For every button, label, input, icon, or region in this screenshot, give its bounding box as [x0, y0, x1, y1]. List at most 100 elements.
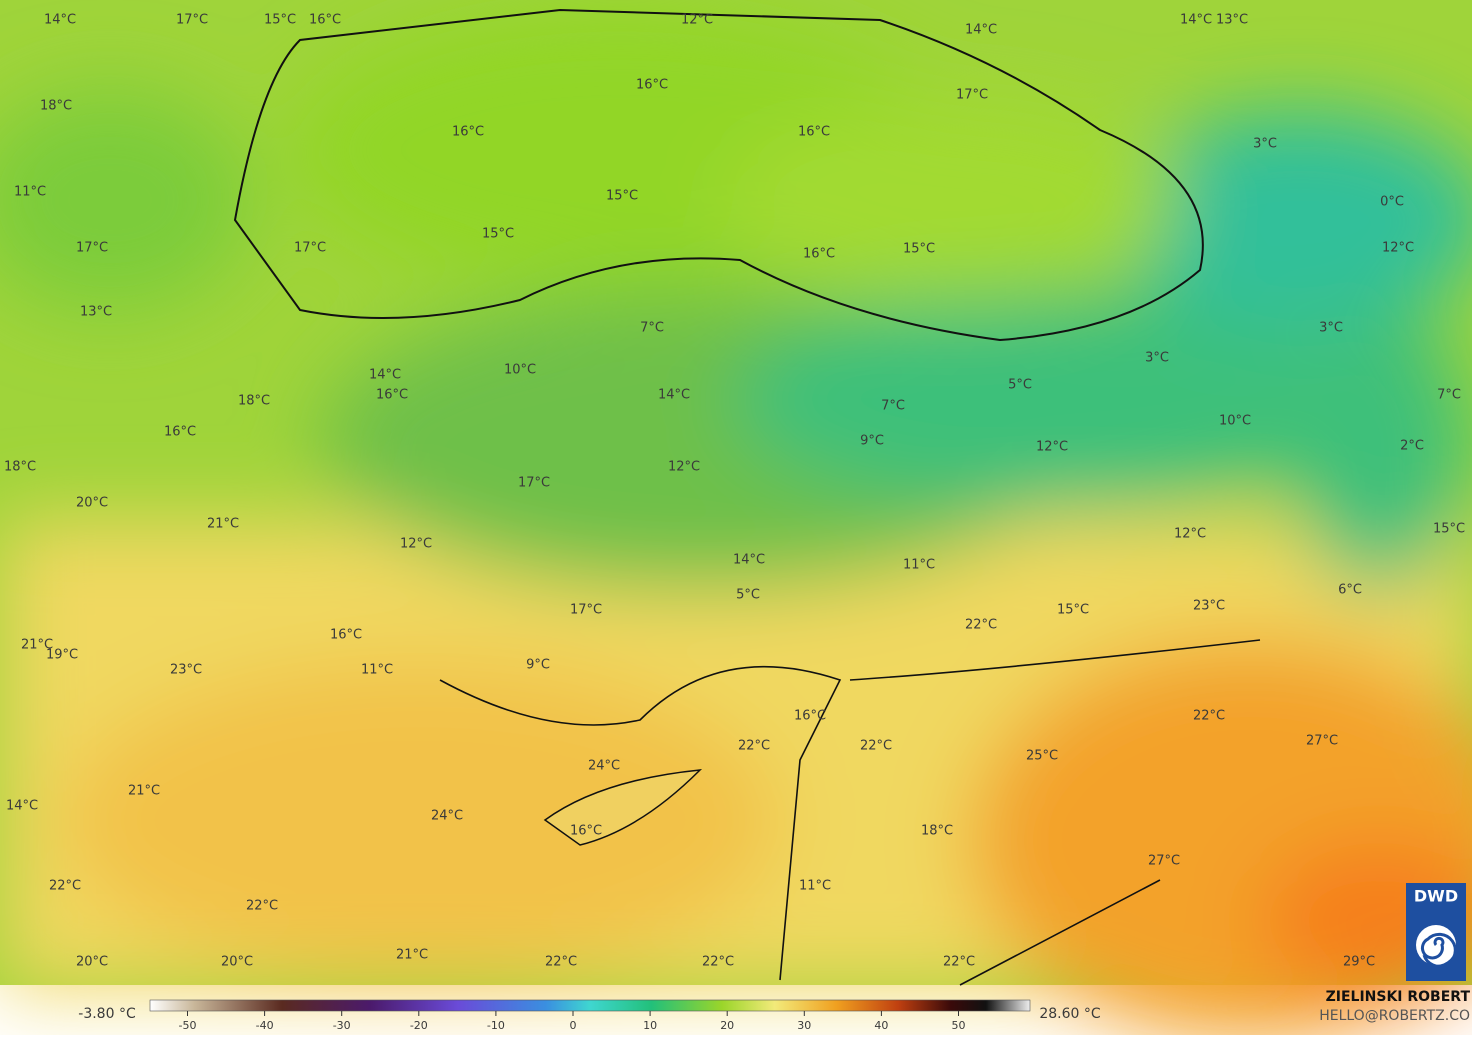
- colorbar-tick-label: -50: [179, 1019, 197, 1032]
- temperature-label: 15°C: [482, 227, 514, 242]
- colorbar-tick-label: -40: [256, 1019, 274, 1032]
- colorbar-tick-label: 30: [797, 1019, 811, 1032]
- temperature-label: 23°C: [170, 663, 202, 678]
- temperature-label: 22°C: [545, 955, 577, 970]
- temperature-label: 14°C: [658, 388, 690, 403]
- credit-email: HELLO@ROBERTZ.CO: [1319, 1008, 1470, 1024]
- temperature-label: 3°C: [1319, 321, 1343, 336]
- temperature-label: 7°C: [640, 321, 664, 336]
- temperature-label: 22°C: [49, 879, 81, 894]
- temperature-label: 12°C: [400, 537, 432, 552]
- temperature-label: 11°C: [361, 663, 393, 678]
- temperature-label: 9°C: [860, 434, 884, 449]
- temperature-label: 13°C: [80, 305, 112, 320]
- temperature-label: 16°C: [330, 628, 362, 643]
- temperature-label: 22°C: [246, 899, 278, 914]
- temperature-label: 21°C: [396, 948, 428, 963]
- temperature-label: 23°C: [1193, 599, 1225, 614]
- temperature-label: 15°C: [903, 242, 935, 257]
- temperature-label: 16°C: [798, 125, 830, 140]
- temperature-label: 5°C: [1008, 378, 1032, 393]
- temperature-label: 13°C: [1216, 13, 1248, 28]
- temperature-label: 15°C: [1057, 603, 1089, 618]
- colorbar-tick-label: 10: [643, 1019, 657, 1032]
- colorbar-tick-label: -20: [410, 1019, 428, 1032]
- temperature-label: 2°C: [1400, 439, 1424, 454]
- temperature-label: 18°C: [921, 824, 953, 839]
- temperature-label: 22°C: [965, 618, 997, 633]
- temperature-label: 19°C: [46, 648, 78, 663]
- logo: DWD: [1406, 883, 1466, 981]
- temperature-label: 22°C: [702, 955, 734, 970]
- temperature-label: 21°C: [21, 638, 53, 653]
- temperature-label: 15°C: [606, 189, 638, 204]
- temperature-label: 12°C: [1174, 527, 1206, 542]
- temperature-label: 16°C: [164, 425, 196, 440]
- temperature-label: 18°C: [4, 460, 36, 475]
- temperature-label: 7°C: [1437, 388, 1461, 403]
- temperature-label: 27°C: [1306, 734, 1338, 749]
- temperature-label: 16°C: [309, 13, 341, 28]
- temperature-label: 16°C: [636, 78, 668, 93]
- temperature-label: 14°C: [965, 23, 997, 38]
- temperature-label: 22°C: [943, 955, 975, 970]
- temperature-label: 10°C: [1219, 414, 1251, 429]
- colorbar: [149, 999, 1031, 1012]
- temperature-label: 22°C: [860, 739, 892, 754]
- temperature-label: 17°C: [956, 88, 988, 103]
- temperature-label: 12°C: [668, 460, 700, 475]
- temperature-label: 12°C: [681, 13, 713, 28]
- temperature-label: 17°C: [570, 603, 602, 618]
- temperature-label: 14°C: [6, 799, 38, 814]
- temperature-label: 14°C: [1180, 13, 1212, 28]
- temperature-label: 21°C: [207, 517, 239, 532]
- temperature-label: 14°C: [44, 13, 76, 28]
- temperature-label: 27°C: [1148, 854, 1180, 869]
- temperature-label: 5°C: [736, 588, 760, 603]
- temperature-label: 7°C: [881, 399, 905, 414]
- temperature-label: 10°C: [504, 363, 536, 378]
- temperature-label: 15°C: [1433, 522, 1465, 537]
- temperature-label: 18°C: [40, 99, 72, 114]
- temperature-label: 11°C: [799, 879, 831, 894]
- temperature-label: 15°C: [264, 13, 296, 28]
- temperature-label: 16°C: [794, 709, 826, 724]
- temperature-label: 29°C: [1343, 955, 1375, 970]
- min-label: -3.80 °C: [78, 1006, 136, 1022]
- temperature-label: 18°C: [238, 394, 270, 409]
- temperature-label: 16°C: [452, 125, 484, 140]
- temperature-label: 14°C: [369, 368, 401, 383]
- temperature-label: 14°C: [733, 553, 765, 568]
- max-label: 28.60 °C: [1039, 1006, 1101, 1022]
- temperature-label: 16°C: [803, 247, 835, 262]
- colorbar-tick-label: 40: [874, 1019, 888, 1032]
- temperature-label: 3°C: [1253, 137, 1277, 152]
- temperature-label: 20°C: [76, 955, 108, 970]
- colorbar-tick-label: 0: [570, 1019, 577, 1032]
- temperature-label: 9°C: [526, 658, 550, 673]
- credit-name: ZIELINSKI ROBERT: [1326, 989, 1471, 1005]
- colorbar-tick-label: 50: [952, 1019, 966, 1032]
- colorbar-tick-label: 20: [720, 1019, 734, 1032]
- temperature-label: 24°C: [588, 759, 620, 774]
- temperature-label: 21°C: [128, 784, 160, 799]
- colorbar-tick-label: -30: [333, 1019, 351, 1032]
- temperature-label: 25°C: [1026, 749, 1058, 764]
- logo-text: DWD: [1414, 887, 1458, 906]
- temperature-label: 0°C: [1380, 195, 1404, 210]
- temperature-label: 17°C: [518, 476, 550, 491]
- temperature-label: 12°C: [1036, 440, 1068, 455]
- temperature-label: 17°C: [76, 241, 108, 256]
- temperature-label: 20°C: [76, 496, 108, 511]
- temperature-label: 24°C: [431, 809, 463, 824]
- colorbar-tick-label: -10: [487, 1019, 505, 1032]
- temperature-label: 6°C: [1338, 583, 1362, 598]
- temperature-label: 20°C: [221, 955, 253, 970]
- temperature-label: 16°C: [570, 824, 602, 839]
- temperature-label: 11°C: [14, 185, 46, 200]
- temperature-label: 11°C: [903, 558, 935, 573]
- temperature-label: 22°C: [1193, 709, 1225, 724]
